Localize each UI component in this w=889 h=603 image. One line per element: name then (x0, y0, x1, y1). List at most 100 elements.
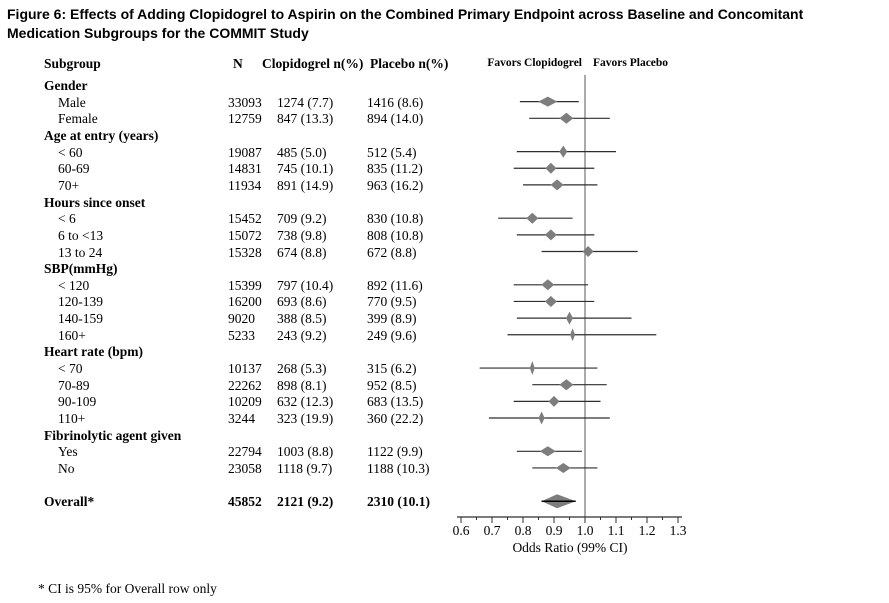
placebo-value: 249 (9.6) (367, 327, 417, 343)
clopidogrel-value: 1003 (8.8) (277, 444, 334, 460)
overall-row: Overall* 45852 2121 (9.2) 2310 (10.1) (0, 494, 889, 510)
n-value: 23058 (228, 460, 262, 476)
n-value: 3244 (228, 411, 255, 426)
clopidogrel-value: 485 (5.0) (277, 144, 327, 160)
subgroup-row: No 23058 1118 (9.7) 1188 (10.3) (0, 461, 889, 477)
x-tick-label: 1.1 (607, 523, 625, 538)
placebo-value: 399 (8.9) (367, 311, 417, 327)
group-header-row: Heart rate (bpm) (0, 344, 889, 360)
clopidogrel-value: 243 (9.2) (277, 327, 327, 343)
placebo-value: 2310 (10.1) (367, 494, 430, 510)
group-header-row: Age at entry (years) (0, 128, 889, 144)
subgroup-label: No (58, 460, 75, 476)
x-tick-label: 0.9 (545, 523, 563, 538)
n-value: 15399 (228, 277, 262, 293)
n-value: 15328 (228, 244, 262, 260)
placebo-value: 672 (8.8) (367, 244, 417, 260)
subgroup-row: 160+ 5233 243 (9.2) 249 (9.6) (0, 328, 889, 344)
subgroup-row: 70+ 11934 891 (14.9) 963 (16.2) (0, 178, 889, 194)
clopidogrel-value: 2121 (9.2) (277, 494, 334, 510)
subgroup-label: 6 to <13 (58, 227, 104, 243)
subgroup-label: Overall* (44, 494, 95, 510)
clopidogrel-value: 847 (13.3) (277, 111, 334, 127)
footnote: * CI is 95% for Overall row only (38, 581, 217, 596)
favors-clopidogrel-label: Favors Clopidogrel (487, 57, 582, 69)
subgroup-row: Yes 22794 1003 (8.8) 1122 (9.9) (0, 444, 889, 460)
placebo-value: 892 (11.6) (367, 277, 423, 293)
subgroup-label: Gender (44, 78, 88, 93)
subgroup-label: Male (58, 94, 86, 110)
clopidogrel-value: 1118 (9.7) (277, 460, 333, 476)
subgroup-row: 13 to 24 15328 674 (8.8) 672 (8.8) (0, 245, 889, 261)
n-value: 10137 (228, 361, 262, 377)
clopidogrel-value: 1274 (7.7) (277, 94, 334, 110)
clopidogrel-value: 797 (10.4) (277, 277, 334, 293)
subgroup-label: 110+ (58, 411, 86, 426)
placebo-value: 1188 (10.3) (367, 460, 430, 476)
clopidogrel-value: 738 (9.8) (277, 227, 327, 243)
n-value: 19087 (228, 144, 262, 160)
subgroup-label: 120-139 (58, 294, 103, 310)
clopidogrel-value: 268 (5.3) (277, 361, 327, 377)
figure-title-line-2: Medication Subgroups for the COMMIT Stud… (7, 25, 309, 41)
placebo-value: 1416 (8.6) (367, 94, 424, 110)
clopidogrel-value: 388 (8.5) (277, 311, 327, 327)
subgroup-label: 140-159 (58, 311, 103, 327)
subgroup-label: < 120 (58, 277, 90, 293)
col-header-placebo: Placebo n(%) (370, 56, 449, 71)
subgroup-label: 160+ (58, 327, 86, 343)
col-header-n: N (233, 56, 243, 71)
clopidogrel-value: 632 (12.3) (277, 394, 334, 410)
subgroup-row: < 70 10137 268 (5.3) 315 (6.2) (0, 361, 889, 377)
subgroup-label: 60-69 (58, 161, 90, 177)
x-tick-label: 0.7 (483, 523, 501, 538)
clopidogrel-value: 323 (19.9) (277, 411, 334, 426)
subgroup-row: < 60 19087 485 (5.0) 512 (5.4) (0, 145, 889, 161)
n-value: 5233 (228, 327, 255, 343)
n-value: 22262 (228, 377, 262, 393)
group-header-row: Fibrinolytic agent given (0, 428, 889, 444)
subgroup-label: Age at entry (years) (44, 127, 159, 143)
placebo-value: 1122 (9.9) (367, 444, 423, 460)
subgroup-label: Fibrinolytic agent given (44, 427, 182, 443)
subgroup-label: < 60 (58, 144, 83, 160)
placebo-value: 952 (8.5) (367, 377, 417, 393)
subgroup-row: < 6 15452 709 (9.2) 830 (10.8) (0, 211, 889, 227)
subgroup-label: Female (58, 111, 98, 127)
placebo-value: 315 (6.2) (367, 361, 417, 377)
subgroup-row: < 120 15399 797 (10.4) 892 (11.6) (0, 278, 889, 294)
favors-placebo-label: Favors Placebo (593, 57, 669, 69)
group-header-row: Hours since onset (0, 195, 889, 211)
subgroup-row: Female 12759 847 (13.3) 894 (14.0) (0, 111, 889, 127)
subgroup-row: 110+ 3244 323 (19.9) 360 (22.2) (0, 411, 889, 427)
placebo-value: 360 (22.2) (367, 411, 424, 426)
n-value: 15452 (228, 211, 262, 227)
clopidogrel-value: 891 (14.9) (277, 177, 334, 193)
n-value: 45852 (228, 494, 262, 510)
subgroup-row: 70-89 22262 898 (8.1) 952 (8.5) (0, 378, 889, 394)
subgroup-label: Heart rate (bpm) (44, 344, 143, 360)
x-tick-label: 0.6 (452, 523, 470, 538)
n-value: 9020 (228, 311, 255, 327)
subgroup-label: SBP(mmHg) (44, 261, 118, 277)
clopidogrel-value: 693 (8.6) (277, 294, 327, 310)
figure-title: Figure 6: Effects of Adding Clopidogrel … (7, 5, 883, 43)
subgroup-label: 70-89 (58, 377, 90, 393)
placebo-value: 894 (14.0) (367, 111, 424, 127)
subgroup-row: 140-159 9020 388 (8.5) 399 (8.9) (0, 311, 889, 327)
subgroup-label: 90-109 (58, 394, 97, 410)
n-value: 15072 (228, 227, 262, 243)
col-header-clopidogrel: Clopidogrel n(%) (262, 56, 364, 71)
subgroup-label: Yes (58, 444, 78, 460)
clopidogrel-value: 709 (9.2) (277, 211, 327, 227)
placebo-value: 512 (5.4) (367, 144, 417, 160)
clopidogrel-value: 745 (10.1) (277, 161, 334, 177)
n-value: 11934 (228, 177, 262, 193)
subgroup-label: Hours since onset (44, 194, 146, 210)
clopidogrel-value: 898 (8.1) (277, 377, 327, 393)
placebo-value: 830 (10.8) (367, 211, 424, 227)
n-value: 22794 (228, 444, 262, 460)
group-header-row: Gender (0, 78, 889, 94)
subgroup-row: 60-69 14831 745 (10.1) 835 (11.2) (0, 161, 889, 177)
